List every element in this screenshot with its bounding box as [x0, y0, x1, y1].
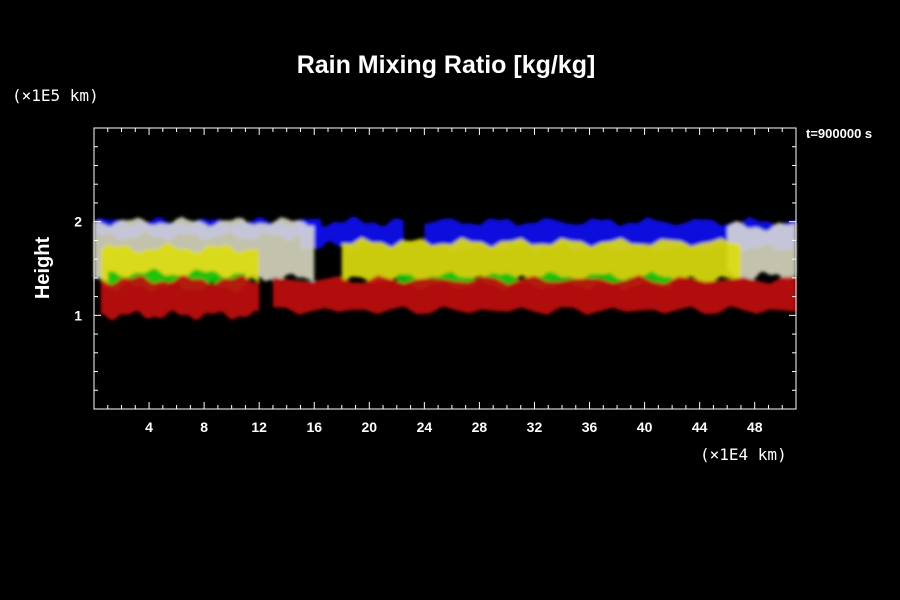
x-tick-label: 8 — [200, 419, 208, 435]
y-unit-label: (×1E5 km) — [12, 86, 99, 105]
x-tick-label: 44 — [692, 419, 708, 435]
y-axis-label: Height — [32, 237, 54, 300]
x-tick-label: 40 — [637, 419, 653, 435]
field-band-blue — [300, 216, 404, 251]
x-tick-label: 20 — [362, 419, 378, 435]
field-band-red — [272, 274, 796, 315]
x-tick-label: 24 — [417, 419, 433, 435]
x-tick-label: 16 — [306, 419, 322, 435]
time-label: t=900000 s — [806, 126, 872, 141]
field-band-white — [727, 221, 796, 282]
y-tick-label: 1 — [74, 307, 82, 323]
y-tick-label: 2 — [74, 214, 82, 230]
x-tick-label: 4 — [145, 419, 153, 435]
field-band-red — [100, 275, 260, 321]
x-tick-label: 48 — [747, 419, 763, 435]
x-unit-label: (×1E4 km) — [700, 445, 787, 464]
chart-title: Rain Mixing Ratio [kg/kg] — [297, 51, 596, 79]
plot-frame — [93, 127, 797, 410]
x-tick-label: 12 — [251, 419, 267, 435]
field-band-yellow — [341, 237, 741, 285]
x-tick-label: 28 — [472, 419, 488, 435]
x-tick-label: 32 — [527, 419, 543, 435]
x-tick-label: 36 — [582, 419, 598, 435]
rain-field-layer — [94, 216, 796, 321]
